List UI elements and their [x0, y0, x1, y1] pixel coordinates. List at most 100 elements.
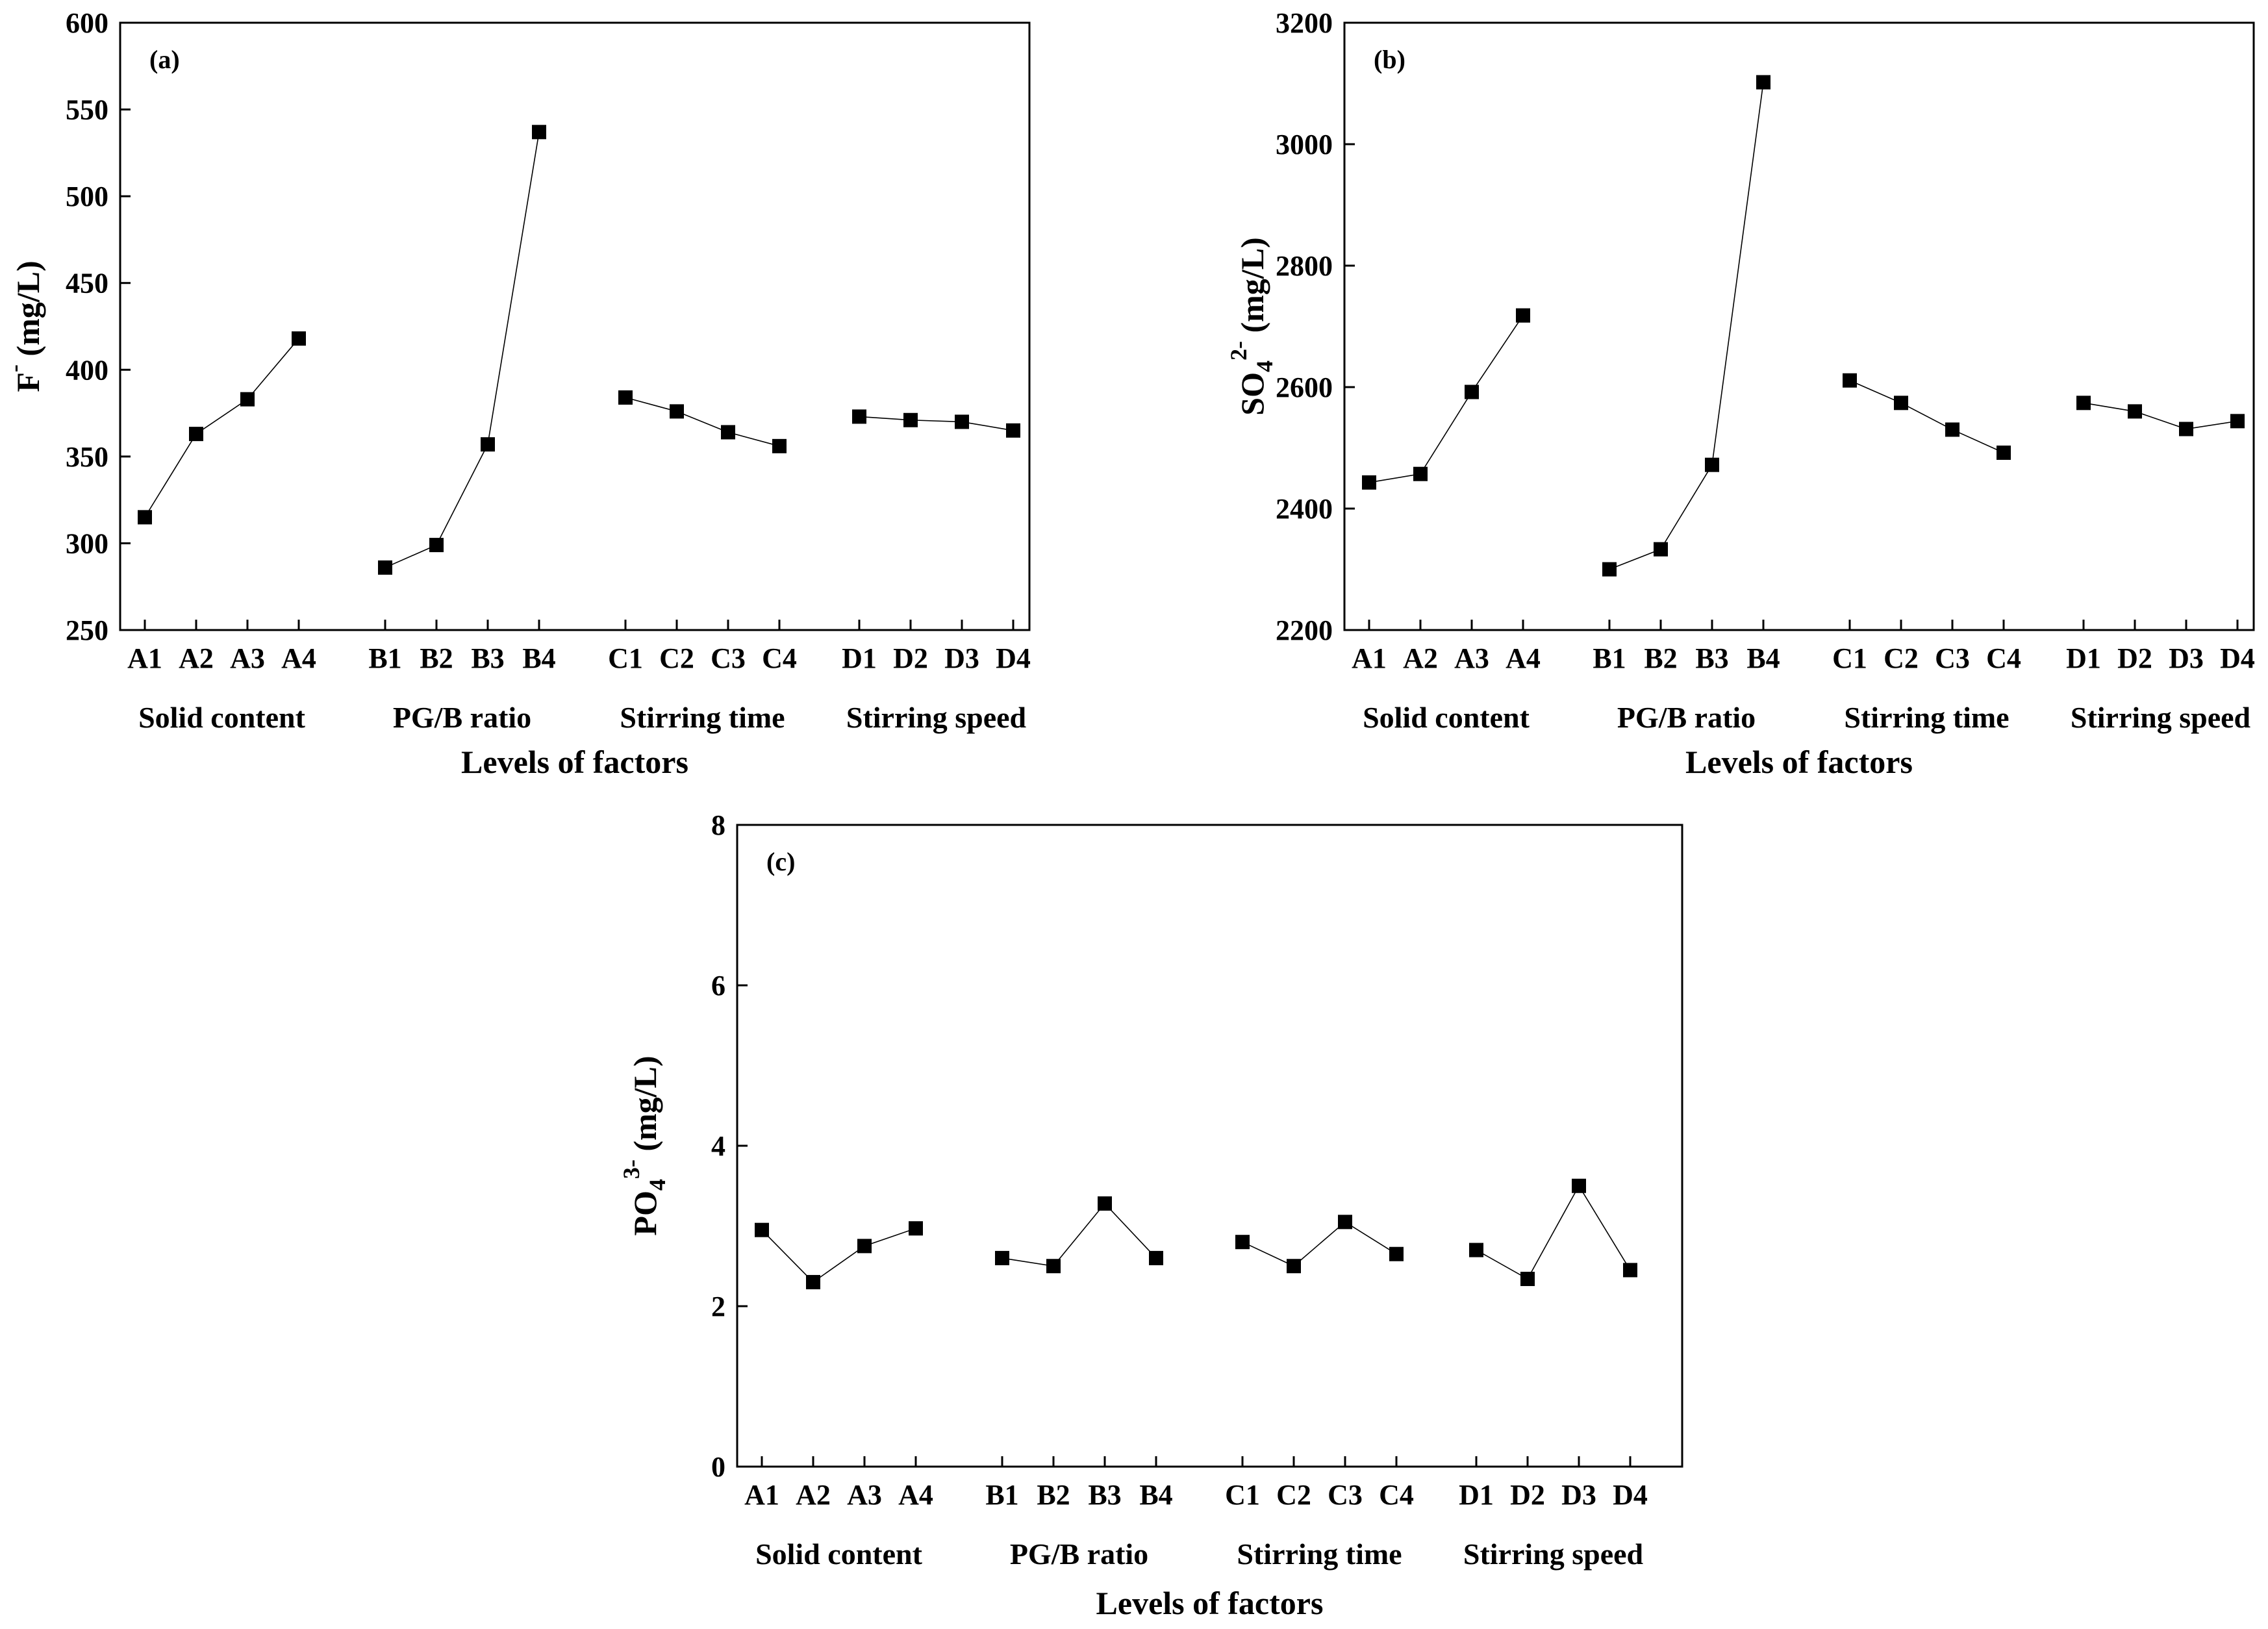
- x-tick-label: A3: [1454, 642, 1489, 674]
- y-tick-label: 2: [711, 1291, 725, 1322]
- y-axis-title-main: SO: [1234, 372, 1270, 416]
- y-tick-label: 3200: [1276, 7, 1333, 39]
- y-tick-label: 4: [711, 1130, 725, 1162]
- data-point-marker: [378, 560, 392, 575]
- x-tick-label: B1: [985, 1479, 1018, 1511]
- data-point-marker: [1362, 475, 1376, 490]
- x-axis-title: Levels of factors: [461, 744, 688, 780]
- x-tick-label: A2: [796, 1479, 831, 1511]
- y-axis-title-superscript: -: [1, 364, 27, 372]
- x-tick-label: D3: [944, 642, 979, 674]
- x-tick-label: B3: [1695, 642, 1728, 674]
- series-line: [384, 132, 540, 568]
- data-point-marker: [532, 125, 546, 140]
- y-axis-title-main: F: [10, 372, 46, 392]
- y-tick-label: 2800: [1276, 250, 1333, 282]
- data-point-marker: [1046, 1259, 1061, 1274]
- x-tick-label: D1: [2066, 642, 2101, 674]
- data-point-marker: [1287, 1259, 1301, 1274]
- y-axis-title-unit: (mg/L): [627, 1055, 663, 1159]
- x-tick-label: C2: [659, 642, 694, 674]
- data-point-marker: [1894, 396, 1908, 410]
- x-axis-title: Levels of factors: [1685, 744, 1913, 780]
- y-tick-label: 600: [66, 7, 108, 39]
- data-point-marker: [1465, 385, 1479, 399]
- plot-frame: [1343, 21, 2255, 631]
- series-line: [1849, 379, 2004, 453]
- group-label: PG/B ratio: [1010, 1537, 1148, 1571]
- y-axis-title: PO43- (mg/L): [618, 1055, 670, 1235]
- x-tick-label: C4: [1379, 1479, 1414, 1511]
- x-tick-label: C1: [1225, 1479, 1260, 1511]
- x-tick-label: C1: [1832, 642, 1867, 674]
- y-tick-label: 500: [66, 181, 108, 212]
- y-tick-label: 450: [66, 268, 108, 299]
- data-point-marker: [1098, 1196, 1112, 1211]
- group-label: Stirring time: [1237, 1537, 1402, 1571]
- y-axis-title-subscript: 4: [644, 1179, 670, 1191]
- x-tick-label: C2: [1884, 642, 1919, 674]
- x-tick-label: B4: [1139, 1479, 1172, 1511]
- data-point-marker: [857, 1239, 872, 1254]
- series-line: [2083, 402, 2238, 430]
- y-axis-title-unit: (mg/L): [10, 260, 46, 364]
- data-point-marker: [429, 538, 444, 553]
- y-tick-label: 2600: [1276, 372, 1333, 403]
- data-point-marker: [955, 414, 969, 429]
- data-point-marker: [240, 392, 255, 407]
- y-tick-label: 300: [66, 527, 108, 559]
- data-point-marker: [2076, 396, 2091, 410]
- data-point-marker: [1843, 373, 1857, 388]
- series-line: [859, 416, 1014, 431]
- x-tick-label: D3: [1561, 1479, 1596, 1511]
- data-point-marker: [1338, 1215, 1352, 1230]
- x-tick-label: C4: [762, 642, 797, 674]
- y-axis-title-subscript: 4: [1252, 360, 1278, 372]
- x-tick-label: B4: [1746, 642, 1780, 674]
- y-axis-title-main: PO: [627, 1191, 663, 1235]
- x-tick-label: B1: [1593, 642, 1626, 674]
- panel-a: 250 300 350 400 450 500 550 600 A1 A2 A3 A4 Solid co…: [1, 7, 1031, 780]
- group-label: Stirring speed: [846, 701, 1027, 734]
- data-point-marker: [670, 404, 684, 419]
- series-line: [144, 338, 299, 518]
- x-tick-label: B3: [1088, 1479, 1121, 1511]
- data-point-marker: [1520, 1272, 1535, 1287]
- x-tick-label: D2: [893, 642, 928, 674]
- data-point-marker: [995, 1250, 1009, 1265]
- x-tick-label: C1: [608, 642, 643, 674]
- x-tick-label: D1: [842, 642, 877, 674]
- group-label: PG/B ratio: [1617, 701, 1756, 734]
- x-tick-label: D4: [996, 642, 1031, 674]
- x-tick-label: A4: [898, 1479, 933, 1511]
- panel-label: (c): [766, 847, 795, 876]
- data-point-marker: [1149, 1250, 1163, 1265]
- series-line: [625, 397, 780, 447]
- x-tick-label: C4: [1986, 642, 2021, 674]
- group-label: Stirring time: [620, 701, 785, 734]
- data-point-marker: [2128, 404, 2142, 419]
- x-tick-label: A1: [744, 1479, 779, 1511]
- group-label: Solid content: [1363, 701, 1530, 734]
- x-tick-label: A2: [179, 642, 214, 674]
- data-point-marker: [806, 1274, 820, 1289]
- x-tick-label: C3: [1935, 642, 1970, 674]
- data-point-marker: [1235, 1235, 1250, 1250]
- group-label: Solid content: [755, 1537, 923, 1571]
- group-label: PG/B ratio: [393, 701, 531, 734]
- x-tick-label: A3: [230, 642, 265, 674]
- x-tick-label: A4: [281, 642, 316, 674]
- y-tick-label: 2200: [1276, 614, 1333, 646]
- y-axis-title-superscript: 2-: [1226, 341, 1252, 360]
- data-point-marker: [909, 1221, 923, 1236]
- data-point-marker: [1945, 422, 1959, 437]
- y-axis-title-superscript: 3-: [618, 1159, 644, 1179]
- data-point-marker: [2230, 414, 2245, 429]
- data-point-marker: [1623, 1263, 1637, 1278]
- panel-c: 0 2 4 6 8 A1 A2 A3 A4 Solid content B1 B2 B3 B4 PG/B r…: [618, 809, 1683, 1621]
- group-label: Solid content: [138, 701, 306, 734]
- x-tick-label: B2: [1037, 1479, 1070, 1511]
- x-tick-label: A2: [1403, 642, 1438, 674]
- x-tick-label: C2: [1276, 1479, 1311, 1511]
- plot-frame: [736, 824, 1683, 1468]
